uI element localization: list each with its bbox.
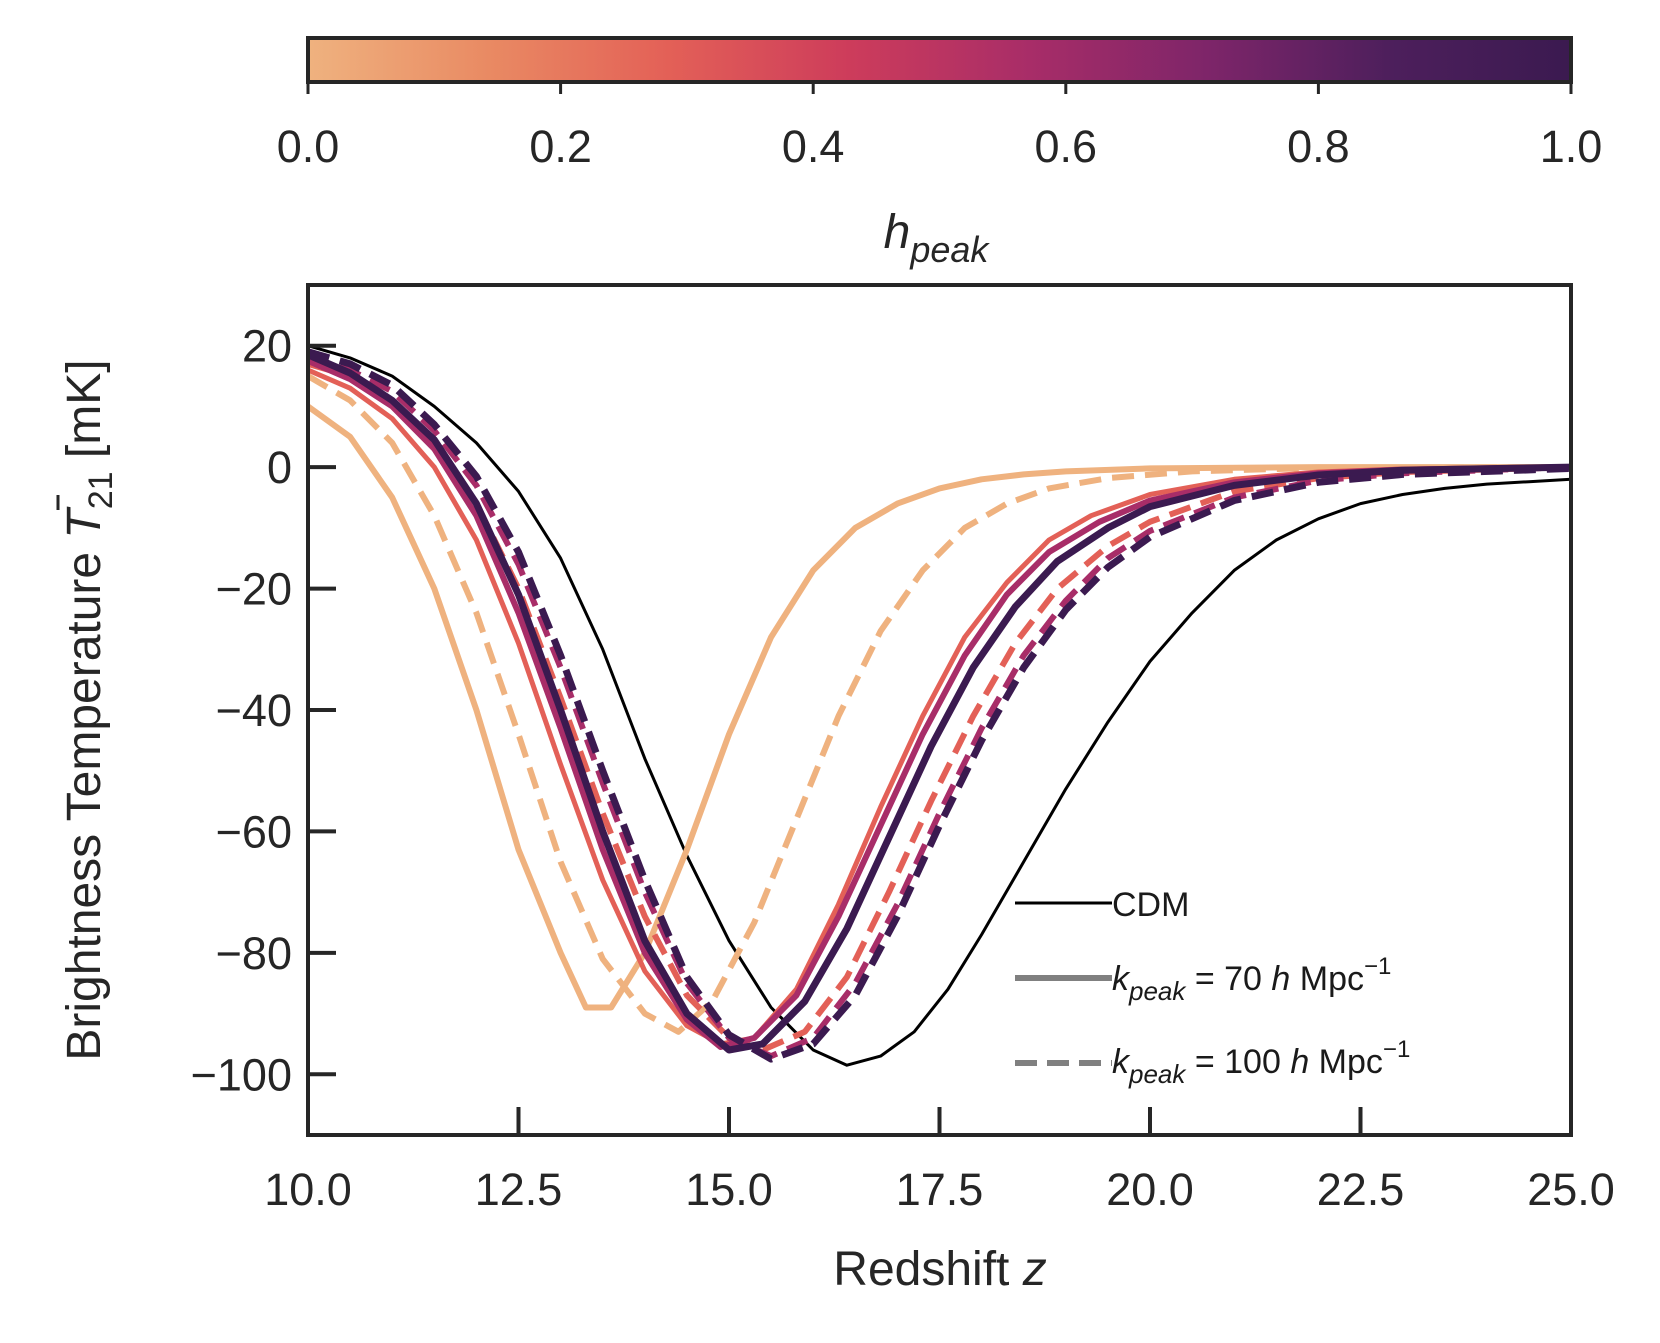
- plot-background: [308, 285, 1571, 1135]
- y-tick-label: 0: [267, 442, 292, 493]
- y-tick-label: −20: [216, 564, 292, 615]
- x-axis-ticks: 10.0 12.5 15.0 17.5 20.0 22.5 25.0: [264, 1107, 1615, 1215]
- series-line-7: [308, 351, 1571, 1054]
- colorbar-tick-label: 0.6: [1035, 121, 1098, 172]
- y-tick-label: −40: [216, 685, 292, 736]
- y-tick-label: −80: [216, 928, 292, 979]
- y-tick-label: −60: [216, 806, 292, 857]
- x-tick-label: 20.0: [1106, 1164, 1194, 1215]
- y-axis-title: Brightness Temperature T21 [mK]: [58, 359, 120, 1060]
- colorbar-tick-label: 0.0: [277, 121, 340, 172]
- y-tick-label: 20: [242, 321, 292, 372]
- colorbar-tick-label: 0.4: [782, 121, 845, 172]
- y-axis-ticks: 20 0 −20 −40 −60 −80 −100: [191, 321, 336, 1100]
- series-line-5: [308, 357, 1571, 1050]
- x-tick-label: 10.0: [264, 1164, 352, 1215]
- colorbar-ticks: 0.0 0.2 0.4 0.6 0.8 1.0: [277, 82, 1603, 172]
- legend: CDM kpeak = 70 h Mpc−1 kpeak = 100 h Mpc…: [1015, 886, 1410, 1089]
- series-line-1: [308, 403, 1571, 1011]
- legend-label-k70: kpeak = 70 h Mpc−1: [1112, 953, 1391, 1006]
- x-tick-label: 15.0: [685, 1164, 773, 1215]
- series-layer: [308, 344, 1571, 1067]
- series-line-2: [308, 373, 1571, 1035]
- colorbar-tick-label: 1.0: [1540, 121, 1603, 172]
- x-tick-label: 22.5: [1317, 1164, 1405, 1215]
- x-tick-label: 12.5: [475, 1164, 563, 1215]
- legend-label-k100: kpeak = 100 h Mpc−1: [1112, 1036, 1410, 1089]
- series-line-8: [308, 348, 1571, 1063]
- colorbar-label: hpeak: [884, 206, 991, 270]
- series-line-0: [308, 344, 1571, 1067]
- colorbar-tick-label: 0.8: [1287, 121, 1350, 172]
- y-tick-label: −100: [191, 1049, 292, 1100]
- series-line-6: [308, 355, 1571, 1060]
- x-axis-title: Redshift z: [833, 1243, 1046, 1296]
- x-tick-label: 25.0: [1527, 1164, 1615, 1215]
- legend-label-cdm: CDM: [1112, 886, 1189, 924]
- plot-frame: [306, 283, 1573, 1137]
- series-line-4: [308, 361, 1571, 1053]
- colorbar: [306, 36, 1573, 84]
- colorbar-tick-label: 0.2: [529, 121, 592, 172]
- x-tick-label: 17.5: [896, 1164, 984, 1215]
